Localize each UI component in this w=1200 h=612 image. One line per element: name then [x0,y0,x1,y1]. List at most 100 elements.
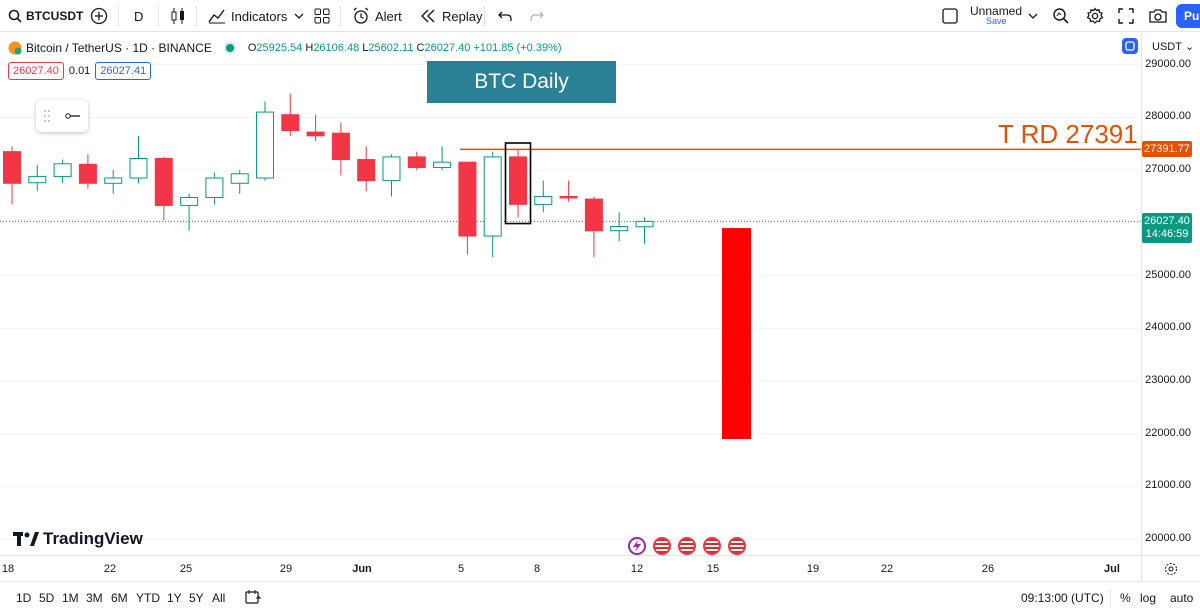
square-icon [942,8,958,24]
fullscreen-icon [1118,8,1134,24]
candle-body [382,156,401,182]
symbol-description: Bitcoin / TetherUS · 1D · BINANCE [26,41,212,55]
target-price-tag: 27391.77 [1142,141,1192,158]
camera-icon [1149,9,1167,23]
us-flag-event-icon[interactable] [703,537,721,555]
candle-body [509,156,527,205]
candle-body [129,157,148,179]
compare-symbol-button[interactable] [90,0,108,32]
indicators-icon [208,9,225,24]
bitcoin-logo-icon [8,41,22,55]
time-tick-label: 22 [880,563,894,575]
candle-body [610,226,629,232]
bottom-toolbar: 1D 5D 1M 3M 6M YTD 1Y 5Y All 09:13:00 (UTC) % lo… [0,581,1200,612]
price-tick-label: 22000.00 [1145,426,1191,439]
floating-drawing-toolbar[interactable] [36,100,88,132]
time-tick-label: 29 [279,563,293,575]
time-tick-label: 8 [533,563,541,575]
publish-label: Pu [1184,9,1200,23]
last-price-tag: 26027.40 14:46:59 [1142,213,1192,244]
highlight-box [504,142,532,225]
redo-button[interactable] [530,0,544,32]
us-flag-event-icon[interactable] [728,537,746,555]
time-axis[interactable]: 18 22 25 29 Jun 5 8 12 15 19 22 26 Jul [0,555,1141,581]
alert-button[interactable]: Alert [352,0,402,32]
symbol-search[interactable]: BTCUSDT [8,0,83,32]
quick-search-button[interactable] [1052,0,1070,32]
dividend-event-icon[interactable] [628,537,646,555]
range-button-1d[interactable]: 1D [16,591,32,605]
object-tree-button[interactable] [1122,38,1138,54]
undo-button[interactable] [498,0,512,32]
sell-price-button[interactable]: 26027.40 [8,62,64,80]
replay-label: Replay [442,8,483,24]
chart-pane[interactable]: Bitcoin / TetherUS · 1D · BINANCE O25925… [0,33,1141,555]
price-tick-label: 24000.00 [1145,321,1191,334]
layout-dropdown[interactable] [1028,0,1038,32]
tradingview-logo-icon [13,532,39,546]
chart-title-banner[interactable]: BTC Daily [427,61,616,103]
open-key: O [247,42,257,54]
buy-price-button[interactable]: 26027.41 [95,62,152,80]
indicators-button[interactable]: Indicators [208,0,287,32]
range-button-6m[interactable]: 6M [111,591,128,605]
range-button-1y[interactable]: 1Y [167,591,182,605]
snapshot-button[interactable] [1148,0,1168,32]
indicators-dropdown[interactable] [294,0,304,32]
percent-scale-toggle[interactable]: % [1120,591,1131,605]
range-button-all[interactable]: All [212,591,226,605]
us-flag-event-icon[interactable] [653,537,671,555]
time-tick-label: 15 [706,563,720,575]
us-flag-event-icon[interactable] [678,537,696,555]
log-scale-toggle[interactable]: log [1140,591,1157,605]
market-status-indicator[interactable] [225,44,234,52]
gear-icon[interactable] [1164,562,1178,576]
candle-body [559,195,578,199]
toolbar-separator [118,6,119,26]
price-tick-label: 23000.00 [1145,374,1191,386]
chart-type-button[interactable] [170,0,186,32]
time-tick-label: 19 [806,563,820,575]
candle-body [256,111,274,179]
save-link[interactable]: Save [986,16,1007,26]
target-annotation[interactable]: T RD 27391 [998,119,1138,149]
range-button-5d[interactable]: 5D [39,591,55,605]
candle-body [104,177,123,184]
replay-button[interactable]: Replay [420,0,482,32]
object-tree-icon [1125,41,1135,51]
chevron-down-icon: ⌄ [1184,41,1195,53]
interval-label: D [134,8,144,24]
settings-button[interactable] [1086,0,1104,32]
utc-clock[interactable]: 09:13:00 (UTC) [1021,591,1104,605]
candle-body [53,163,72,177]
price-tick-label: 21000.00 [1145,479,1191,492]
candle-body [28,175,47,184]
range-button-1m[interactable]: 1M [62,591,79,605]
ohlc-values: O25925.54 H26106.48 L25602.11 C26027.40 … [248,42,562,54]
toolbar-separator [484,6,485,26]
alarm-clock-icon [353,7,369,24]
price-axis[interactable]: USDT ⌄ 29000.0028000.0027000.0026000.002… [1122,33,1200,555]
range-button-ytd[interactable]: YTD [136,591,160,605]
publish-button[interactable]: Pu [1176,4,1200,28]
plus-circle-icon [90,7,108,25]
candles-icon [171,8,184,24]
layout-name[interactable]: Unnamed [970,4,1023,18]
last-price-value: 26027.40 [1144,215,1190,228]
interval-button[interactable]: D [134,0,143,32]
range-button-3m[interactable]: 3M [86,591,103,605]
auto-scale-toggle[interactable]: auto [1170,591,1194,605]
search-spark-icon [1053,8,1069,24]
symbol-legend: Bitcoin / TetherUS · 1D · BINANCE O25925… [8,41,562,55]
range-button-5y[interactable]: 5Y [189,591,204,605]
time-tick-label: 18 [1,563,15,575]
gear-icon [1086,7,1104,24]
candle-body [534,195,553,205]
layout-select-button[interactable] [942,0,958,32]
layouts-button[interactable] [314,0,330,32]
fullscreen-button[interactable] [1118,0,1134,32]
tradingview-logo[interactable]: TradingView [13,529,143,549]
projection-block [722,228,751,439]
goto-date-button[interactable] [245,589,262,610]
currency-selector[interactable]: USDT ⌄ [1152,40,1194,53]
